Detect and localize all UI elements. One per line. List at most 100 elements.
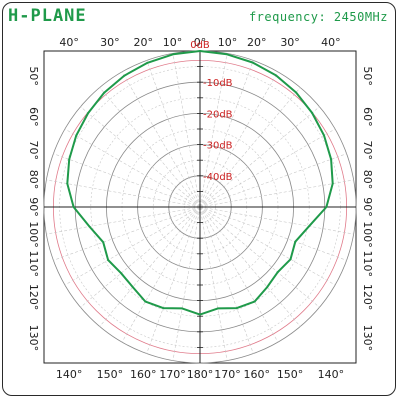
- series-point: [226, 53, 228, 56]
- series-point: [146, 61, 149, 64]
- angle-tick-label: 50°: [361, 66, 374, 86]
- angle-tick-label: 70°: [361, 140, 374, 160]
- series-point: [123, 74, 126, 77]
- angle-tick-label: 20°: [247, 36, 267, 49]
- radial-spoke: [80, 106, 201, 208]
- series-point: [120, 272, 123, 275]
- series-point: [308, 225, 310, 228]
- radial-spoke: [199, 206, 228, 361]
- angle-tick-label: 100°: [27, 221, 40, 248]
- radial-spoke: [199, 206, 254, 354]
- radial-spoke: [199, 71, 279, 208]
- series-point: [289, 258, 292, 261]
- series-point: [199, 50, 201, 52]
- series-point: [102, 241, 105, 244]
- series-point: [235, 307, 238, 310]
- angle-tick-label: 130°: [27, 325, 40, 352]
- radial-spoke: [199, 206, 320, 308]
- angle-tick-label: 80°: [361, 170, 374, 190]
- series-point: [253, 300, 256, 303]
- chart-frame: [2, 2, 396, 396]
- angle-tick-label: 180°: [187, 368, 214, 381]
- radial-spoke: [64, 128, 201, 208]
- angle-tick-label: 10°: [218, 36, 238, 49]
- radial-spoke: [46, 206, 201, 235]
- series-point: [87, 112, 90, 115]
- angle-tick-label: 40°: [321, 36, 341, 49]
- angle-tick-label: 50°: [27, 66, 40, 86]
- series-point: [199, 313, 201, 316]
- radial-db-label: -20dB: [203, 109, 233, 120]
- frequency-label: frequency: 2450MHz: [248, 10, 388, 24]
- angle-tick-label: 90°: [361, 197, 374, 217]
- angle-tick-label: 10°: [163, 36, 183, 49]
- series-point: [266, 286, 269, 288]
- radial-spoke: [199, 206, 279, 343]
- angle-tick-label: 150°: [97, 368, 124, 381]
- series-point: [103, 91, 106, 94]
- radial-spoke: [199, 153, 347, 208]
- series-point: [276, 271, 279, 274]
- series-point: [325, 206, 328, 208]
- radial-spoke: [121, 71, 201, 208]
- angle-tick-label: 110°: [27, 251, 40, 278]
- angle-tick-label: 170°: [159, 368, 186, 381]
- series-point: [162, 307, 165, 310]
- angle-tick-label: 90°: [27, 197, 40, 217]
- angle-tick-label: 80°: [27, 170, 40, 190]
- radial-spoke: [199, 60, 254, 208]
- series-point: [181, 307, 184, 310]
- series-point: [311, 112, 313, 114]
- series-point: [331, 182, 334, 185]
- radial-spoke: [53, 206, 201, 261]
- series-point: [107, 259, 110, 261]
- radial-spoke: [199, 179, 354, 208]
- radial-spoke: [199, 128, 336, 208]
- series-point: [68, 158, 71, 161]
- angle-tick-label: 140°: [318, 368, 345, 381]
- series-point: [294, 240, 297, 243]
- angle-tick-label: 40°: [59, 36, 79, 49]
- radial-spoke: [199, 87, 301, 208]
- angle-tick-label: 60°: [27, 107, 40, 127]
- angle-tick-label: 60°: [361, 107, 374, 127]
- radial-spoke: [199, 206, 301, 327]
- chart-title: H-PLANE: [8, 6, 87, 26]
- series-point: [172, 53, 174, 56]
- series-point: [88, 225, 91, 228]
- series-point: [131, 286, 134, 288]
- radial-spoke: [199, 53, 228, 208]
- series-point: [66, 182, 69, 185]
- angle-tick-label: 100°: [361, 221, 374, 248]
- radial-spoke: [199, 206, 347, 261]
- radial-db-label: -30dB: [203, 141, 233, 152]
- radial-spoke: [199, 106, 320, 208]
- radial-spoke: [64, 206, 201, 286]
- series-point: [144, 300, 147, 303]
- angle-tick-label: 30°: [280, 36, 300, 49]
- radial-db-label: -10dB: [203, 78, 233, 89]
- series-point: [330, 158, 332, 161]
- radial-spoke: [53, 153, 201, 208]
- radial-db-label: -40dB: [203, 172, 233, 183]
- series-point: [295, 91, 297, 94]
- angle-tick-label: 20°: [133, 36, 153, 49]
- angle-tick-label: 170°: [214, 368, 241, 381]
- angle-tick-label: 120°: [361, 284, 374, 311]
- series-point: [75, 134, 78, 137]
- radial-db-label: 0dB: [190, 40, 210, 51]
- angle-tick-label: 120°: [27, 284, 40, 311]
- series-point: [323, 134, 325, 137]
- radial-spoke: [172, 206, 201, 361]
- angle-tick-label: 140°: [56, 368, 83, 381]
- radial-spoke: [146, 60, 201, 208]
- radial-spoke: [146, 206, 201, 354]
- angle-tick-label: 150°: [277, 368, 304, 381]
- angle-tick-label: 160°: [244, 368, 271, 381]
- radial-spoke: [199, 206, 336, 286]
- angle-tick-label: 110°: [361, 251, 374, 278]
- radial-spoke: [99, 87, 201, 208]
- angle-tick-label: 30°: [100, 36, 120, 49]
- series-point: [275, 74, 277, 77]
